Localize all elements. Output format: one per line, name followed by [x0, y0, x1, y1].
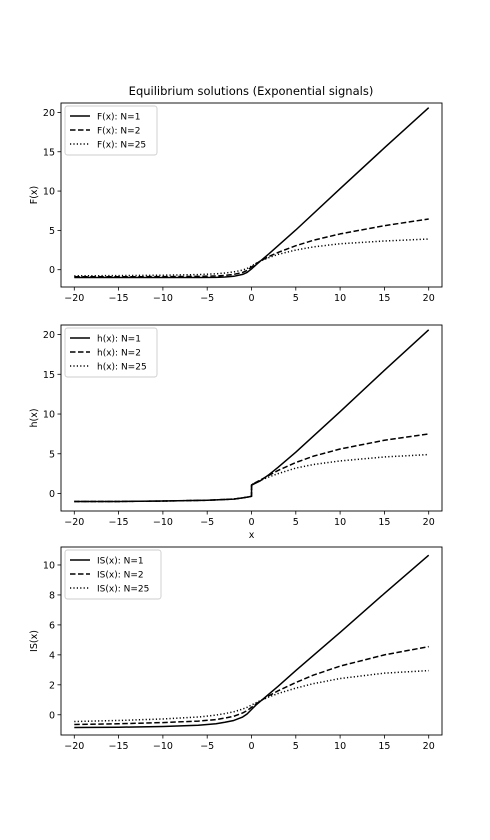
legend-label: IS(x): N=2 — [97, 570, 144, 580]
x-tick-label: 0 — [248, 293, 254, 304]
x-tick-label: 10 — [334, 517, 346, 528]
x-tick-label: 10 — [334, 293, 346, 304]
legend-label: h(x): N=25 — [97, 362, 147, 372]
x-tick-label: −10 — [153, 741, 173, 752]
x-tick-label: 5 — [293, 293, 299, 304]
x-tick-label: 20 — [423, 741, 435, 752]
series-line-solid — [74, 329, 430, 503]
y-tick-label: 10 — [43, 187, 55, 198]
series-line-solid — [74, 107, 430, 279]
x-tick-label: −15 — [109, 517, 129, 528]
x-tick-label: −5 — [200, 293, 214, 304]
x-tick-label: 10 — [334, 741, 346, 752]
legend: F(x): N=1 F(x): N=2 F(x): N=25 — [64, 105, 158, 156]
legend-box — [64, 327, 158, 378]
y-tick-label: 0 — [49, 265, 55, 276]
y-tick-label: 4 — [49, 650, 55, 661]
y-tick-label: 0 — [49, 710, 55, 721]
legend-label: F(x): N=25 — [97, 140, 146, 150]
legend: h(x): N=1 h(x): N=2 h(x): N=25 — [64, 327, 158, 378]
chart-panel-2: −20 −15 −10 −5 0 5 10 15 20 0 5 10 15 20 h(x) x h(x): N=… — [29, 324, 443, 541]
y-tick-label: 0 — [49, 489, 55, 500]
y-tick-label: 10 — [43, 560, 55, 571]
x-tick-label: 5 — [293, 741, 299, 752]
y-axis-label: IS(x) — [29, 630, 40, 652]
x-tick-label: 20 — [423, 517, 435, 528]
legend-label: F(x): N=1 — [97, 112, 140, 122]
legend-label: h(x): N=1 — [97, 334, 141, 344]
series-line-dashed — [74, 218, 429, 278]
chart-panel-3: −20 −15 −10 −5 0 5 10 15 20 0 2 4 6 8 10 IS(x) IS(x): N=… — [29, 546, 443, 752]
series-line-dotted — [74, 669, 429, 723]
legend-box — [64, 105, 158, 156]
x-tick-label: 0 — [248, 517, 254, 528]
y-axis-label: F(x) — [29, 186, 40, 205]
x-tick-label: −20 — [64, 293, 84, 304]
y-tick-label: 5 — [49, 449, 55, 460]
series-line-dashed — [74, 433, 429, 503]
x-tick-label: −20 — [64, 741, 84, 752]
legend: IS(x): N=1 IS(x): N=2 IS(x): N=25 — [64, 549, 162, 600]
x-tick-label: 20 — [423, 293, 435, 304]
y-tick-label: 2 — [49, 680, 55, 691]
legend-label: IS(x): N=1 — [97, 556, 144, 566]
x-tick-label: 0 — [248, 741, 254, 752]
x-tick-label: −10 — [153, 517, 173, 528]
x-tick-label: 15 — [378, 293, 390, 304]
y-tick-label: 10 — [43, 410, 55, 421]
x-tick-label: −20 — [64, 517, 84, 528]
chart-panel-1: −20 −15 −10 −5 0 5 10 15 20 0 5 10 15 20 F(x) F(x): N=1… — [29, 102, 443, 304]
x-tick-label: −5 — [200, 741, 214, 752]
legend-label: IS(x): N=25 — [97, 584, 149, 594]
x-axis-label: x — [249, 530, 255, 541]
x-tick-label: 5 — [293, 517, 299, 528]
x-tick-label: 15 — [378, 517, 390, 528]
y-tick-label: 20 — [43, 330, 55, 341]
x-tick-label: 15 — [378, 741, 390, 752]
legend-box — [64, 549, 162, 600]
y-tick-label: 8 — [49, 590, 55, 601]
x-tick-label: −15 — [109, 293, 129, 304]
series-line-dashed — [74, 645, 429, 726]
legend-label: F(x): N=2 — [97, 126, 140, 136]
series-line-dotted — [74, 238, 429, 277]
y-tick-label: 15 — [43, 147, 55, 158]
series-line-solid — [74, 554, 430, 729]
legend-label: h(x): N=2 — [97, 348, 141, 358]
y-tick-label: 20 — [43, 108, 55, 119]
x-tick-label: −10 — [153, 293, 173, 304]
y-tick-label: 15 — [43, 370, 55, 381]
figure-title: Equilibrium solutions (Exponential signa… — [129, 84, 374, 98]
y-axis-label: h(x) — [29, 408, 40, 427]
x-tick-label: −5 — [200, 517, 214, 528]
x-tick-label: −15 — [109, 741, 129, 752]
y-tick-label: 5 — [49, 226, 55, 237]
y-tick-label: 6 — [49, 620, 55, 631]
